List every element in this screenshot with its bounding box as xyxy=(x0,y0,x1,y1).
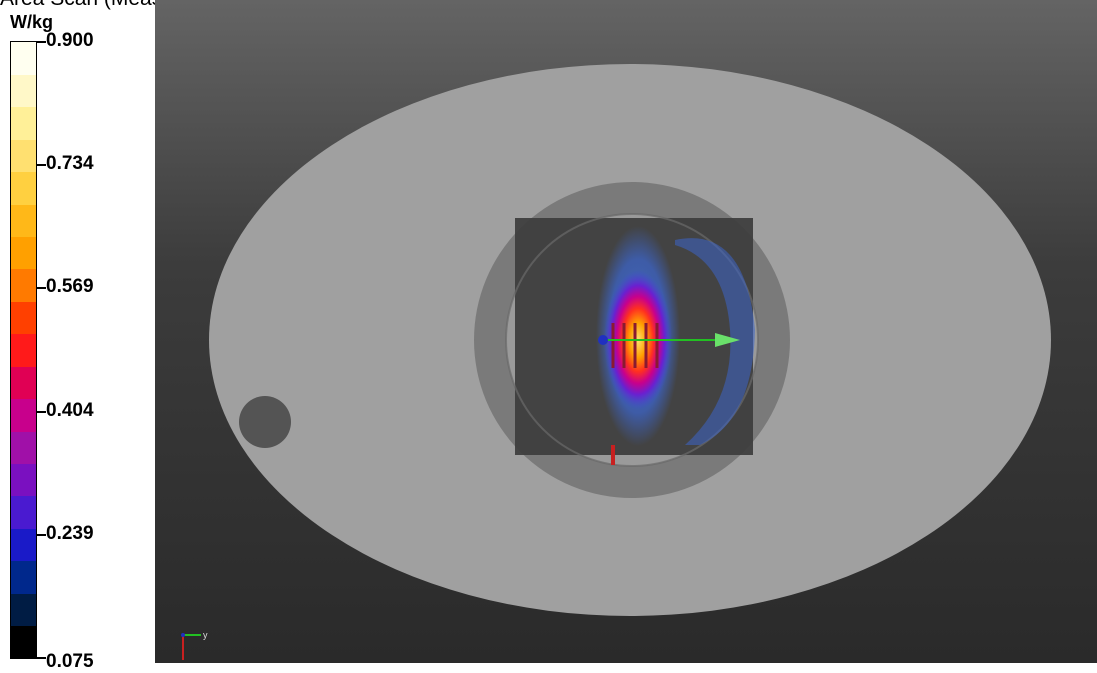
colorbar-segment xyxy=(11,593,36,627)
colorbar-segment xyxy=(11,333,36,367)
colorbar-unit: W/kg xyxy=(10,12,53,32)
colorbar-segment xyxy=(11,398,36,432)
sar-arc-low xyxy=(675,238,755,445)
triad-label-y: y xyxy=(203,630,208,640)
colorbar-tick-label: 0.075 xyxy=(46,651,94,672)
colorbar-segment xyxy=(11,625,36,659)
colorbar-segment xyxy=(11,42,36,75)
colorbar-segment xyxy=(11,528,36,562)
colorbar-tick-label: 0.239 xyxy=(46,522,94,544)
colorbar-segment xyxy=(11,366,36,400)
colorbar-segment xyxy=(11,171,36,205)
scan-area-ring-overlay xyxy=(505,213,759,467)
colorbar-tick-mark xyxy=(36,41,46,43)
colorbar-segment xyxy=(11,204,36,237)
colorbar-segment xyxy=(11,495,36,529)
colorbar xyxy=(10,41,37,659)
colorbar-segment xyxy=(11,106,36,140)
colorbar-tick-label: 0.404 xyxy=(46,399,94,421)
colorbar-tick-label: 0.569 xyxy=(46,276,94,298)
viewport-canvas: y xyxy=(181,64,1051,660)
colorbar-segment xyxy=(11,74,36,108)
phantom-hole xyxy=(239,396,291,448)
colorbar-tick-mark xyxy=(36,410,46,413)
colorbar-tick-mark xyxy=(36,164,46,167)
colorbar-tick-mark xyxy=(36,533,46,536)
3d-viewport[interactable]: y xyxy=(155,0,1097,663)
colorbar-tick-mark xyxy=(36,287,46,290)
origin-marker xyxy=(598,335,608,345)
colorbar-segment xyxy=(11,236,36,270)
colorbar-tick-mark xyxy=(36,657,46,659)
colorbar-segment xyxy=(11,463,36,497)
y-axis-arrowhead xyxy=(715,333,740,347)
colorbar-tick-label: 0.900 xyxy=(46,30,94,51)
colorbar-segment xyxy=(11,431,36,464)
orientation-triad: y xyxy=(181,630,208,660)
colorbar-segment xyxy=(11,301,36,335)
colorbar-segment xyxy=(11,139,36,173)
colorbar-segment xyxy=(11,560,36,594)
colorbar-segment xyxy=(11,268,36,302)
colorbar-tick-label: 0.734 xyxy=(46,153,94,175)
probe-grid xyxy=(611,323,659,368)
